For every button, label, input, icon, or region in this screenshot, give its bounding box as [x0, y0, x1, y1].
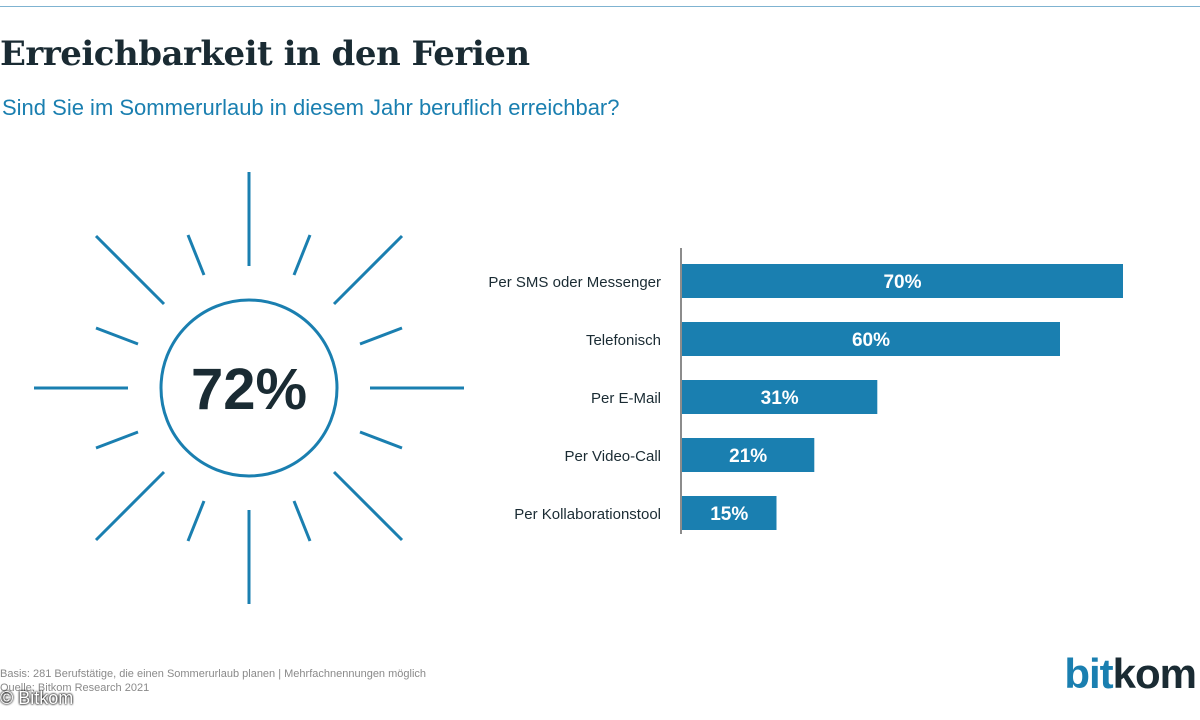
bar-value-label-1: 60%: [852, 330, 890, 351]
bitkom-logo: bitkom: [1064, 650, 1197, 698]
sun-circle: [159, 298, 339, 478]
sun-rays: [34, 172, 464, 604]
bar-value-label-3: 21%: [729, 446, 767, 467]
bar-2: [682, 380, 878, 414]
logo-part-kom: kom: [1112, 650, 1197, 697]
category-label-0: Per SMS oder Messenger: [488, 274, 661, 291]
category-label-3: Per Video-Call: [565, 448, 661, 465]
logo-part-bit: bit: [1064, 650, 1113, 697]
bar-0: [682, 264, 1123, 298]
category-label-2: Per E-Mail: [591, 390, 661, 407]
footnote-basis: Basis: 281 Berufstätige, die einen Somme…: [0, 668, 427, 680]
sun-graphic: 72%: [34, 172, 464, 604]
footnote-source: Quelle: Bitkom Research 2021: [0, 682, 150, 694]
page-title: Erreichbarkeit in den Ferien: [0, 34, 530, 74]
footnote: Basis: 281 Berufstätige, die einen Somme…: [0, 667, 426, 695]
credit-text: © Bitkom: [0, 688, 74, 708]
bar-1: [682, 322, 1060, 356]
bar-4: [682, 496, 777, 530]
bar-3: [682, 438, 815, 472]
bar-value-label-0: 70%: [883, 272, 921, 293]
category-label-4: Per Kollaborationstool: [514, 506, 661, 523]
bar-value-label-4: 15%: [710, 504, 748, 525]
top-divider: [0, 6, 1200, 7]
headline-value: 72%: [191, 357, 307, 422]
bar-value-label-2: 31%: [761, 388, 799, 409]
category-label-1: Telefonisch: [586, 332, 661, 349]
page-subtitle: Sind Sie im Sommerurlaub in diesem Jahr …: [2, 95, 620, 120]
